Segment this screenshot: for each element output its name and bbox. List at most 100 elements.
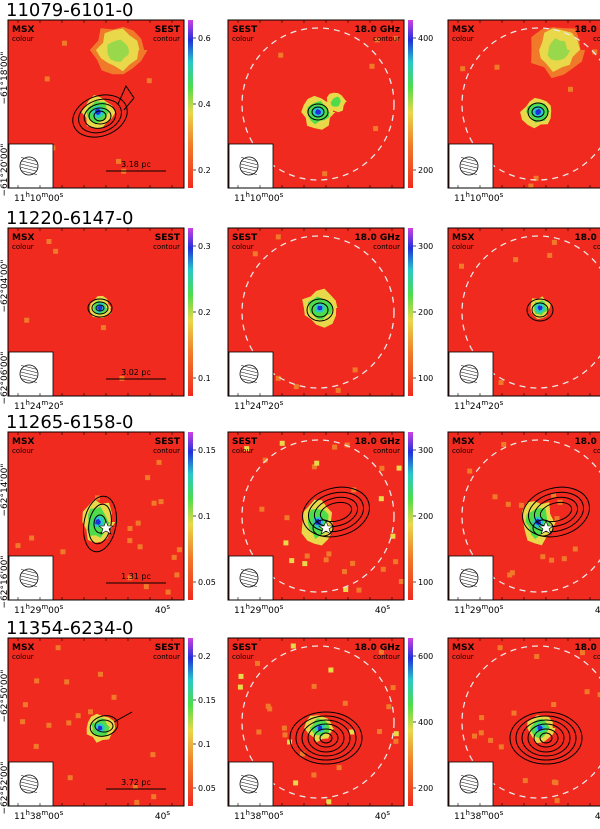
- noise-pixel: [472, 733, 477, 739]
- star-marker: [98, 520, 114, 535]
- contour: [89, 715, 119, 737]
- colorbar: [188, 228, 193, 396]
- noise-pixel: [380, 566, 386, 572]
- noise-pixel: [134, 799, 140, 805]
- contour: [313, 496, 359, 528]
- noise-pixel: [554, 798, 560, 804]
- noise-pixel: [165, 589, 171, 595]
- star-marker: [538, 520, 554, 535]
- noise-pixel: [151, 500, 157, 506]
- noise-pixel: [342, 569, 347, 575]
- noise-pixel: [267, 706, 273, 712]
- noise-pixel: [328, 667, 334, 673]
- noise-pixel: [378, 649, 384, 655]
- panel-label-left: MSX: [452, 437, 474, 447]
- beam-hatch: [20, 375, 38, 380]
- noise-pixel: [497, 645, 503, 651]
- colorbar-tick-label: 200: [418, 512, 433, 521]
- noise-pixel: [332, 444, 338, 450]
- dec-axis-label: −62°16'00": [0, 555, 10, 608]
- noise-pixel: [111, 694, 117, 700]
- noise-pixel: [282, 732, 288, 738]
- colorbar-tick-label: 0.1: [198, 512, 211, 521]
- panel-label-right-sub: contour: [373, 653, 400, 661]
- beam-hatch: [20, 160, 38, 165]
- contour: [533, 728, 559, 748]
- colorbar-tick-label: 0.6: [198, 34, 211, 43]
- contour: [539, 732, 553, 744]
- noise-pixel: [174, 572, 180, 578]
- beam-hatch: [240, 572, 258, 577]
- noise-pixel: [281, 725, 287, 731]
- contour: [113, 711, 133, 723]
- noise-pixel: [342, 700, 348, 706]
- ra-axis-label: 11h24m20s: [234, 399, 284, 412]
- panel-label-right-sub: contour: [153, 447, 180, 455]
- ra-axis-label: 11h29m00s: [14, 603, 64, 616]
- noise-pixel: [265, 703, 271, 709]
- ra-axis-label: 11h38m00s: [454, 809, 504, 822]
- panel-label-left-sub: colour: [232, 35, 254, 43]
- noise-pixel: [150, 752, 156, 758]
- beam-hatch: [20, 371, 38, 377]
- contour: [295, 715, 357, 761]
- panel-frame: [227, 637, 405, 807]
- panel-frame: [7, 227, 185, 397]
- noise-pixel: [24, 317, 30, 323]
- noise-pixel: [238, 673, 244, 679]
- ra-axis-label: 11h10m00s: [234, 191, 284, 204]
- panel-label-left-sub: colour: [452, 35, 474, 43]
- noise-pixel: [145, 475, 151, 481]
- contour: [307, 103, 329, 121]
- primary-beam-circle: [241, 235, 395, 389]
- noise-pixel: [492, 494, 498, 500]
- noise-pixel: [290, 643, 296, 649]
- contour: [527, 723, 565, 753]
- noise-pixel: [46, 239, 52, 244]
- colorbar: [188, 20, 193, 188]
- panel-label-left: SEST: [232, 437, 258, 447]
- panel-frame: [447, 431, 600, 601]
- ra-axis-label: 11h24m20s: [454, 399, 504, 412]
- panel-label-right-sub: contour: [593, 447, 600, 455]
- noise-pixel: [15, 543, 21, 549]
- noise-pixel: [156, 459, 162, 465]
- ra-axis-label-2: 40s: [155, 809, 170, 822]
- colorbar-tick-label: 0.15: [198, 696, 216, 705]
- ra-axis-label: 11h29m00s: [234, 603, 284, 616]
- noise-pixel: [501, 442, 507, 447]
- beam-hatch: [240, 157, 258, 162]
- panel-label-right-sub: contour: [153, 243, 180, 251]
- contour: [531, 106, 545, 118]
- contour: [94, 719, 114, 733]
- contour: [87, 298, 113, 318]
- dec-axis-label: −61°20'00": [0, 143, 10, 196]
- noise-pixel: [323, 557, 329, 563]
- contour: [533, 496, 579, 528]
- noise-pixel: [349, 729, 355, 735]
- beam-hatch: [20, 582, 38, 587]
- panel-label-left-sub: colour: [232, 243, 254, 251]
- noise-pixel: [534, 654, 540, 659]
- panel-frame: [447, 227, 600, 397]
- scale-bar-label: 1.31 pc: [121, 572, 151, 581]
- beam-hatch: [460, 157, 478, 162]
- beam-hatch: [240, 163, 258, 169]
- contour: [527, 102, 549, 122]
- ra-axis-label-2: 40s: [375, 603, 390, 616]
- noise-pixel: [507, 572, 513, 578]
- ra-axis-label-2: 40s: [375, 809, 390, 822]
- contour: [509, 711, 583, 765]
- noise-pixel: [158, 499, 164, 505]
- beam-hatch: [240, 368, 258, 373]
- ra-axis-label: 11h24m20s: [14, 399, 64, 412]
- contour: [289, 711, 363, 765]
- noise-pixel: [568, 86, 573, 92]
- emission-blob: [535, 108, 542, 116]
